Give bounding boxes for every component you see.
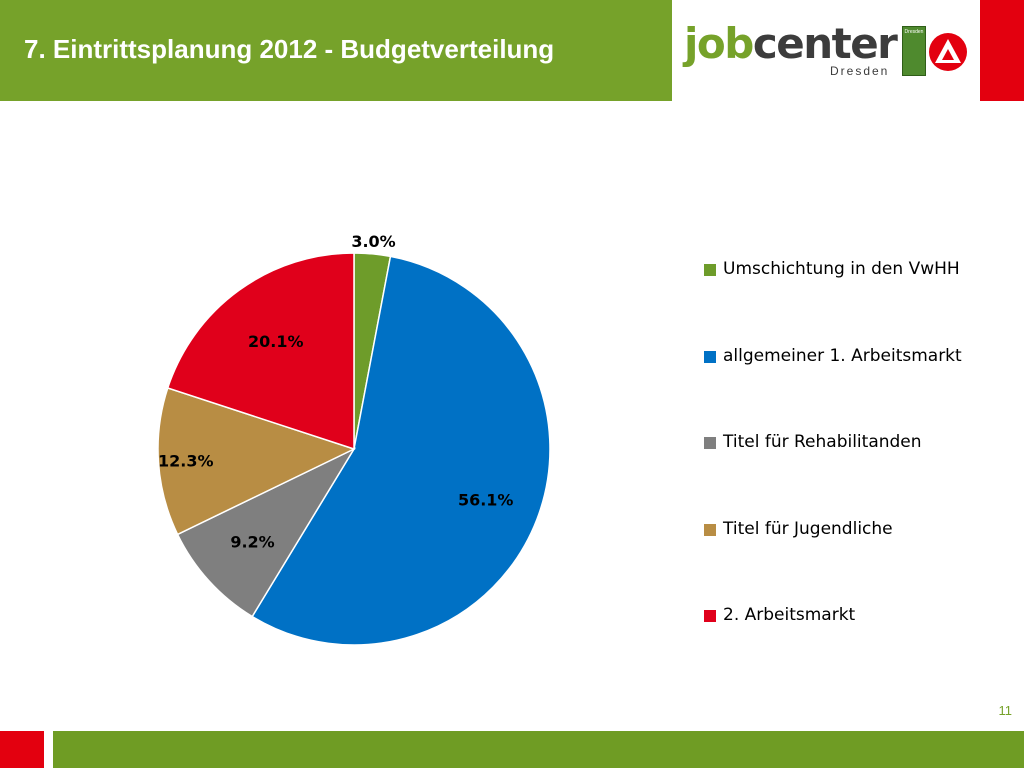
logo-word-center: center (752, 19, 898, 68)
red-corner-block (980, 0, 1024, 101)
jobcenter-logo: jobcenter Dresden Dresden (684, 20, 974, 84)
legend-swatch (704, 437, 716, 449)
slice-data-label: 9.2% (230, 532, 274, 551)
pie-slice (251, 255, 551, 646)
logo-word-job: job (684, 19, 754, 68)
pie-slice (157, 387, 356, 536)
logo-wordmark: jobcenter (684, 19, 898, 68)
legend-swatch (704, 350, 716, 363)
pie-slice (176, 447, 356, 618)
legend-swatch (704, 523, 716, 536)
slice-data-label: 3.0% (351, 232, 395, 251)
slice-data-label: 12.3% (158, 451, 214, 470)
footer-green-bar (53, 731, 1024, 768)
page-number: 11 (998, 703, 1013, 718)
legend-label: Titel für Jugendliche (723, 518, 893, 539)
footer-red-block (0, 731, 44, 768)
logo-subtitle: Dresden (830, 64, 890, 78)
slice-data-label: 20.1% (248, 332, 304, 351)
legend-swatch (704, 610, 716, 622)
slide-title: 7. Eintrittsplanung 2012 - Budgetverteil… (24, 34, 555, 64)
legend-label: Umschichtung in den VwHH (723, 259, 960, 279)
crest-text: Dresden (904, 29, 924, 35)
pie-slice (166, 252, 355, 451)
agentur-logo-icon (929, 33, 967, 71)
header-bar: 7. Eintrittsplanung 2012 - Budgetverteil… (0, 0, 672, 101)
legend-label: Titel für Rehabilitanden (723, 432, 922, 452)
dresden-crest-icon: Dresden (902, 26, 926, 76)
slice-data-label: 56.1% (458, 491, 514, 510)
legend-swatch (704, 264, 716, 276)
legend-label: 2. Arbeitsmarkt (723, 605, 856, 625)
legend-label: allgemeiner 1. Arbeitsmarkt (723, 345, 962, 366)
